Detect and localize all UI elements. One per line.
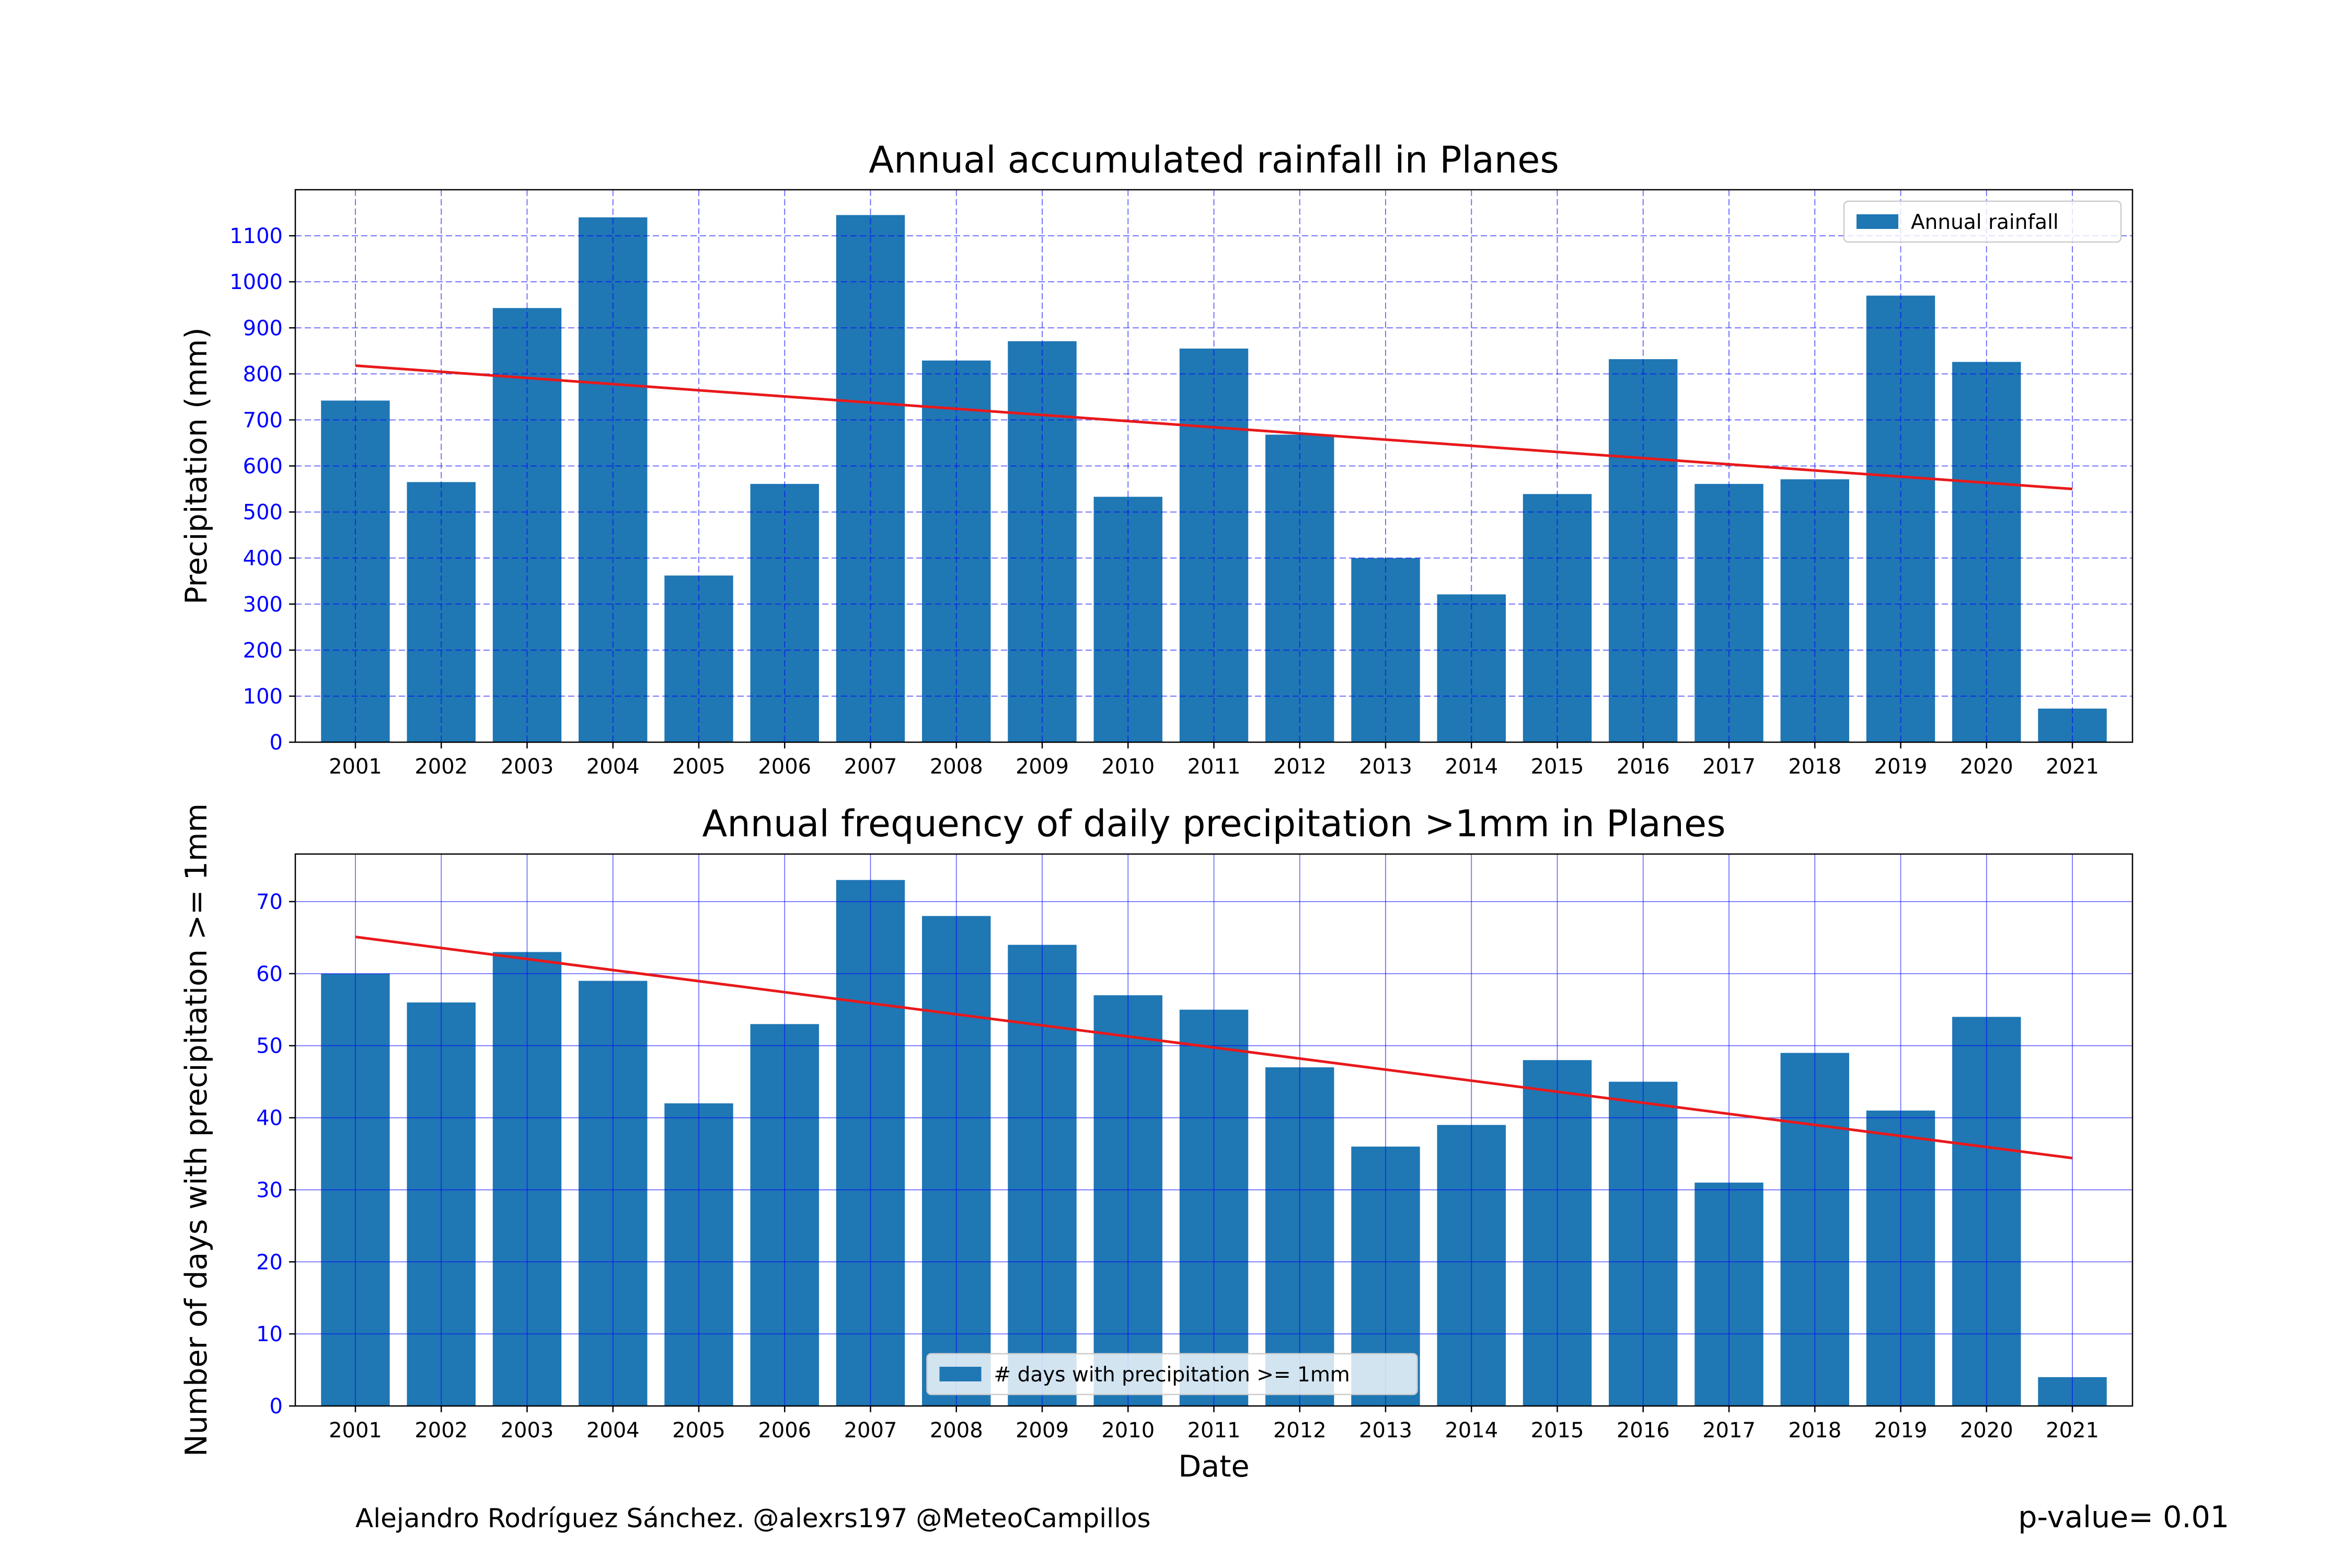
y-tick-label: 100 xyxy=(243,685,283,709)
x-tick-label: 2009 xyxy=(1016,755,1069,779)
y-tick-label: 800 xyxy=(243,362,283,386)
x-tick-label: 2005 xyxy=(672,755,725,779)
y-axis-label: Number of days with precipitation >= 1mm xyxy=(179,803,214,1457)
x-tick-label: 2014 xyxy=(1445,755,1498,779)
legend-swatch xyxy=(1857,214,1898,229)
x-tick-label: 2009 xyxy=(1016,1419,1069,1443)
y-tick-label: 500 xyxy=(243,501,283,525)
x-tick-label: 2015 xyxy=(1531,1419,1584,1443)
legend: Annual rainfall xyxy=(1843,200,2122,243)
x-tick-label: 2016 xyxy=(1617,1419,1670,1443)
y-tick-label: 400 xyxy=(243,547,283,571)
x-tick-label: 2021 xyxy=(2046,1419,2099,1443)
credit-text: Alejandro Rodríguez Sánchez. @alexrs197 … xyxy=(355,1503,1151,1534)
x-tick-label: 2019 xyxy=(1874,1419,1928,1443)
x-axis-label: Date xyxy=(1178,1449,1249,1484)
legend-box xyxy=(926,1353,1418,1396)
x-tick-label: 2016 xyxy=(1617,755,1670,779)
x-tick-label: 2020 xyxy=(1960,755,2013,779)
pvalue-text: p-value= 0.01 xyxy=(2018,1500,2229,1535)
x-tick-label: 2007 xyxy=(844,755,897,779)
x-tick-label: 2005 xyxy=(672,1419,725,1443)
legend-box xyxy=(1843,200,2122,243)
y-tick-label: 40 xyxy=(256,1106,283,1131)
bar-2005 xyxy=(664,575,733,742)
y-tick-label: 30 xyxy=(256,1178,283,1202)
chart-title: Annual frequency of daily precipitation … xyxy=(702,802,1725,845)
x-tick-label: 2019 xyxy=(1874,755,1928,779)
x-tick-label: 2011 xyxy=(1187,755,1241,779)
x-tick-label: 2001 xyxy=(329,1419,382,1443)
x-tick-label: 2010 xyxy=(1101,1419,1155,1443)
y-tick-label: 600 xyxy=(243,455,283,479)
x-tick-label: 2002 xyxy=(414,1419,468,1443)
y-tick-label: 0 xyxy=(270,1394,283,1419)
x-tick-label: 2012 xyxy=(1273,1419,1327,1443)
x-tick-label: 2011 xyxy=(1187,1419,1241,1443)
trend-line xyxy=(355,364,2073,491)
x-tick-label: 2018 xyxy=(1788,1419,1841,1443)
x-tick-label: 2008 xyxy=(930,1419,983,1443)
x-tick-label: 2007 xyxy=(844,1419,897,1443)
rainfall-chart: 0 100 200 300 400 500 600 700 800 900 1000 1100 2001… xyxy=(179,139,2134,779)
x-tick-label: 2004 xyxy=(586,755,640,779)
y-tick-label: 1000 xyxy=(229,270,283,294)
bar-2011 xyxy=(1179,348,1249,742)
y-tick-label: 10 xyxy=(256,1322,283,1346)
x-tick-label: 2018 xyxy=(1788,755,1841,779)
legend-label: # days with precipitation >= 1mm xyxy=(994,1363,1350,1387)
trend-line xyxy=(355,936,2073,1160)
x-tick-label: 2006 xyxy=(758,755,811,779)
x-tick-label: 2008 xyxy=(930,755,983,779)
x-tick-label: 2014 xyxy=(1445,1419,1498,1443)
y-tick-label: 60 xyxy=(256,962,283,986)
y-tick-label: 700 xyxy=(243,408,283,432)
x-tick-label: 2021 xyxy=(2046,755,2099,779)
y-tick-label: 70 xyxy=(256,890,283,914)
x-tick-label: 2004 xyxy=(586,1419,640,1443)
x-tick-label: 2013 xyxy=(1359,1419,1412,1443)
x-tick-label: 2012 xyxy=(1273,755,1327,779)
y-tick-label: 1100 xyxy=(229,224,283,248)
x-tick-label: 2001 xyxy=(329,755,382,779)
x-tick-label: 2017 xyxy=(1702,755,1756,779)
y-tick-label: 0 xyxy=(270,731,283,755)
frequency-chart: 0 10 20 30 40 50 60 70 2001 2002 2003 2004 2005 2006 2… xyxy=(179,802,2134,1484)
y-tick-label: 900 xyxy=(243,316,283,340)
y-tick-label: 20 xyxy=(256,1250,283,1274)
x-tick-label: 2003 xyxy=(501,1419,554,1443)
x-tick-label: 2002 xyxy=(414,755,468,779)
legend-label: Annual rainfall xyxy=(1911,211,2059,234)
x-tick-label: 2013 xyxy=(1359,755,1412,779)
y-tick-label: 200 xyxy=(243,639,283,663)
y-tick-label: 50 xyxy=(256,1034,283,1058)
x-tick-label: 2020 xyxy=(1960,1419,2013,1443)
y-tick-label: 300 xyxy=(243,593,283,617)
x-tick-label: 2015 xyxy=(1531,755,1584,779)
x-tick-label: 2010 xyxy=(1101,755,1155,779)
x-tick-label: 2017 xyxy=(1702,1419,1756,1443)
legend-swatch xyxy=(939,1367,982,1381)
x-tick-label: 2006 xyxy=(758,1419,811,1443)
y-axis-label: Precipitation (mm) xyxy=(179,328,214,605)
x-tick-label: 2003 xyxy=(501,755,554,779)
chart-title: Annual accumulated rainfall in Planes xyxy=(869,139,1559,181)
legend: # days with precipitation >= 1mm xyxy=(926,1353,1418,1396)
